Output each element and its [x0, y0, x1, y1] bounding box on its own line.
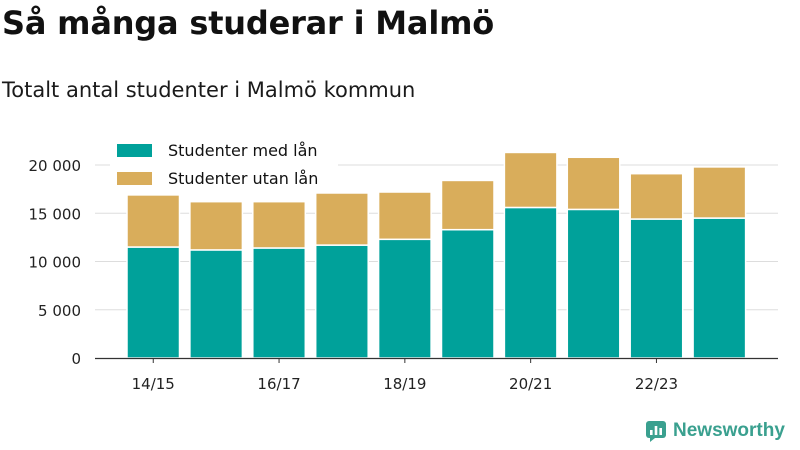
newsworthy-logo-icon: [646, 421, 666, 442]
bar-studenter-utan-lan: [629, 172, 684, 220]
legend-swatch: [117, 144, 152, 157]
legend-label: Studenter med lån: [168, 141, 318, 160]
bar-studenter-utan-lan: [692, 166, 747, 219]
y-tick-label: 10 000: [29, 254, 82, 272]
x-tick-label: 14/15: [132, 375, 175, 393]
bar-studenter-utan-lan: [440, 179, 495, 231]
legend-swatch: [117, 172, 152, 185]
x-tick-label: 18/19: [383, 375, 426, 393]
bar-studenter-med-lan: [126, 246, 181, 359]
newsworthy-logo[interactable]: Newsworthy: [645, 420, 785, 442]
y-tick-label: 0: [71, 350, 81, 368]
bar-studenter-utan-lan: [126, 194, 181, 248]
bar-studenter-med-lan: [503, 206, 558, 359]
bar-studenter-utan-lan: [503, 151, 558, 209]
bar-studenter-med-lan: [377, 238, 432, 359]
bar-studenter-med-lan: [252, 247, 307, 359]
x-tick-label: 16/17: [257, 375, 300, 393]
legend: Studenter med lån Studenter utan lån: [110, 137, 338, 193]
bar-studenter-med-lan: [189, 249, 244, 359]
y-tick-label: 20 000: [29, 157, 82, 175]
chart-subtitle: Totalt antal studenter i Malmö kommun: [2, 78, 416, 102]
y-tick-label: 15 000: [29, 205, 82, 223]
bar-studenter-med-lan: [440, 228, 495, 359]
bar-studenter-med-lan: [566, 208, 621, 359]
bar-studenter-utan-lan: [189, 200, 244, 251]
bar-studenter-utan-lan: [566, 156, 621, 211]
bar-studenter-utan-lan: [377, 191, 432, 241]
bar-studenter-med-lan: [692, 217, 747, 359]
x-tick-label: 22/23: [635, 375, 678, 393]
bar-studenter-utan-lan: [252, 200, 307, 249]
y-tick-label: 5 000: [38, 302, 81, 320]
newsworthy-logo-text: Newsworthy: [673, 420, 785, 441]
chart-title: Så många studerar i Malmö: [2, 4, 495, 42]
legend-label: Studenter utan lån: [168, 169, 318, 188]
axes: 0 5 000 10 000 15 000 20 000 14/15 16/17 18/19 2…: [29, 157, 778, 393]
bar-studenter-utan-lan: [314, 192, 369, 246]
bar-studenter-med-lan: [314, 244, 369, 359]
bar-studenter-med-lan: [629, 218, 684, 359]
x-tick-label: 20/21: [509, 375, 552, 393]
